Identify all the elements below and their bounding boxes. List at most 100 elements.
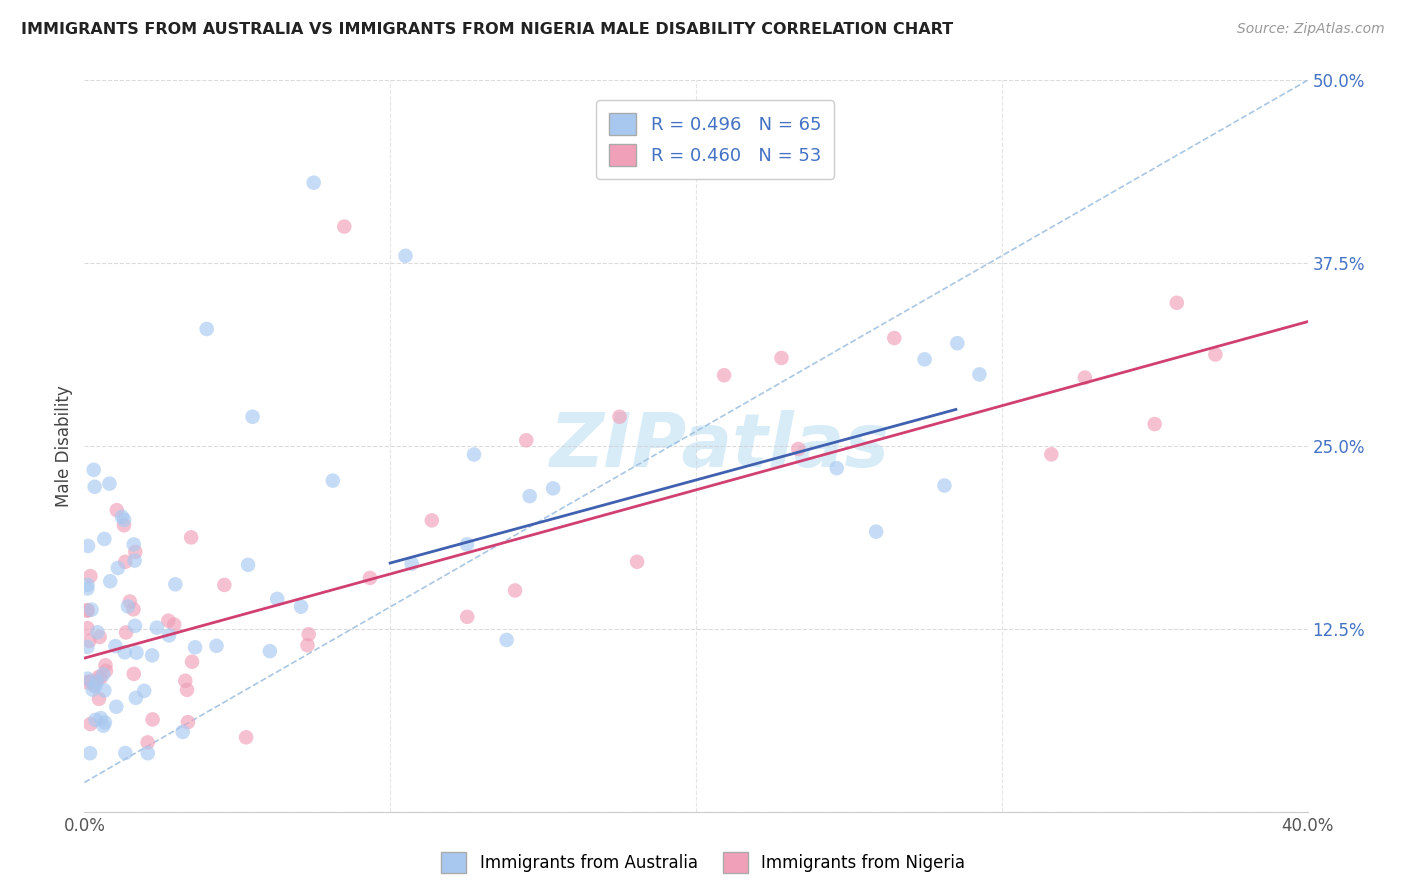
Point <box>825 461 848 475</box>
Point <box>79 717 101 731</box>
Point <box>146 621 169 635</box>
Point <box>184 640 207 655</box>
Point <box>914 352 936 367</box>
Point <box>322 474 344 488</box>
Point <box>124 553 146 567</box>
Point <box>79 746 101 760</box>
Text: IMMIGRANTS FROM AUSTRALIA VS IMMIGRANTS FROM NIGERIA MALE DISABILITY CORRELATION: IMMIGRANTS FROM AUSTRALIA VS IMMIGRANTS … <box>21 22 953 37</box>
Point <box>136 746 159 760</box>
Point <box>142 712 165 726</box>
Point <box>626 555 648 569</box>
Point <box>122 537 145 551</box>
Point <box>359 571 381 585</box>
Point <box>122 666 145 681</box>
Point <box>1204 347 1226 361</box>
Point <box>105 699 128 714</box>
Point <box>177 715 200 730</box>
Point <box>242 409 264 424</box>
Point <box>83 678 105 692</box>
Legend: Immigrants from Australia, Immigrants from Nigeria: Immigrants from Australia, Immigrants fr… <box>434 846 972 880</box>
Point <box>1166 295 1188 310</box>
Legend: R = 0.496   N = 65, R = 0.460   N = 53: R = 0.496 N = 65, R = 0.460 N = 53 <box>596 100 834 178</box>
Point <box>112 518 135 533</box>
Point <box>141 648 163 663</box>
Point <box>456 610 478 624</box>
Point <box>83 480 105 494</box>
Point <box>163 617 186 632</box>
Point <box>172 725 194 739</box>
Point <box>87 670 110 684</box>
Point <box>114 746 136 760</box>
Point <box>515 434 537 448</box>
Point <box>94 658 117 673</box>
Point <box>76 582 98 596</box>
Point <box>165 577 187 591</box>
Point <box>195 322 218 336</box>
Point <box>94 664 117 678</box>
Point <box>302 176 325 190</box>
Text: Source: ZipAtlas.com: Source: ZipAtlas.com <box>1237 22 1385 37</box>
Point <box>181 655 204 669</box>
Point <box>503 583 526 598</box>
Point <box>297 638 319 652</box>
Point <box>180 530 202 544</box>
Point <box>456 537 478 551</box>
Point <box>117 599 139 614</box>
Point <box>463 448 485 462</box>
Point <box>157 614 180 628</box>
Point <box>114 645 136 659</box>
Point <box>107 561 129 575</box>
Point <box>115 625 138 640</box>
Point <box>82 682 104 697</box>
Point <box>76 603 98 617</box>
Point <box>80 602 103 616</box>
Point <box>969 368 991 382</box>
Point <box>174 673 197 688</box>
Point <box>124 619 146 633</box>
Point <box>94 715 117 730</box>
Point <box>93 683 115 698</box>
Point <box>205 639 228 653</box>
Point <box>236 558 259 572</box>
Point <box>124 545 146 559</box>
Point <box>79 634 101 648</box>
Point <box>86 674 108 689</box>
Point <box>298 627 321 641</box>
Point <box>136 735 159 749</box>
Point <box>76 604 98 618</box>
Point <box>76 640 98 654</box>
Point <box>1040 447 1063 461</box>
Point <box>105 503 128 517</box>
Point <box>125 646 148 660</box>
Point <box>118 594 141 608</box>
Point <box>394 249 416 263</box>
Point <box>112 513 135 527</box>
Point <box>1074 370 1097 384</box>
Point <box>420 513 443 527</box>
Point <box>1143 417 1166 431</box>
Point <box>76 578 98 592</box>
Point <box>90 671 112 685</box>
Point <box>90 711 112 725</box>
Point <box>83 463 105 477</box>
Y-axis label: Male Disability: Male Disability <box>55 385 73 507</box>
Point <box>111 509 134 524</box>
Point <box>79 569 101 583</box>
Point <box>79 673 101 688</box>
Point <box>495 632 517 647</box>
Point <box>114 555 136 569</box>
Point <box>770 351 793 365</box>
Point <box>87 691 110 706</box>
Point <box>176 682 198 697</box>
Point <box>235 731 257 745</box>
Point <box>122 602 145 616</box>
Point <box>946 336 969 351</box>
Point <box>865 524 887 539</box>
Point <box>934 478 956 492</box>
Point <box>134 683 156 698</box>
Point <box>98 476 121 491</box>
Point <box>76 675 98 690</box>
Point <box>290 599 312 614</box>
Point <box>787 442 810 456</box>
Point <box>519 489 541 503</box>
